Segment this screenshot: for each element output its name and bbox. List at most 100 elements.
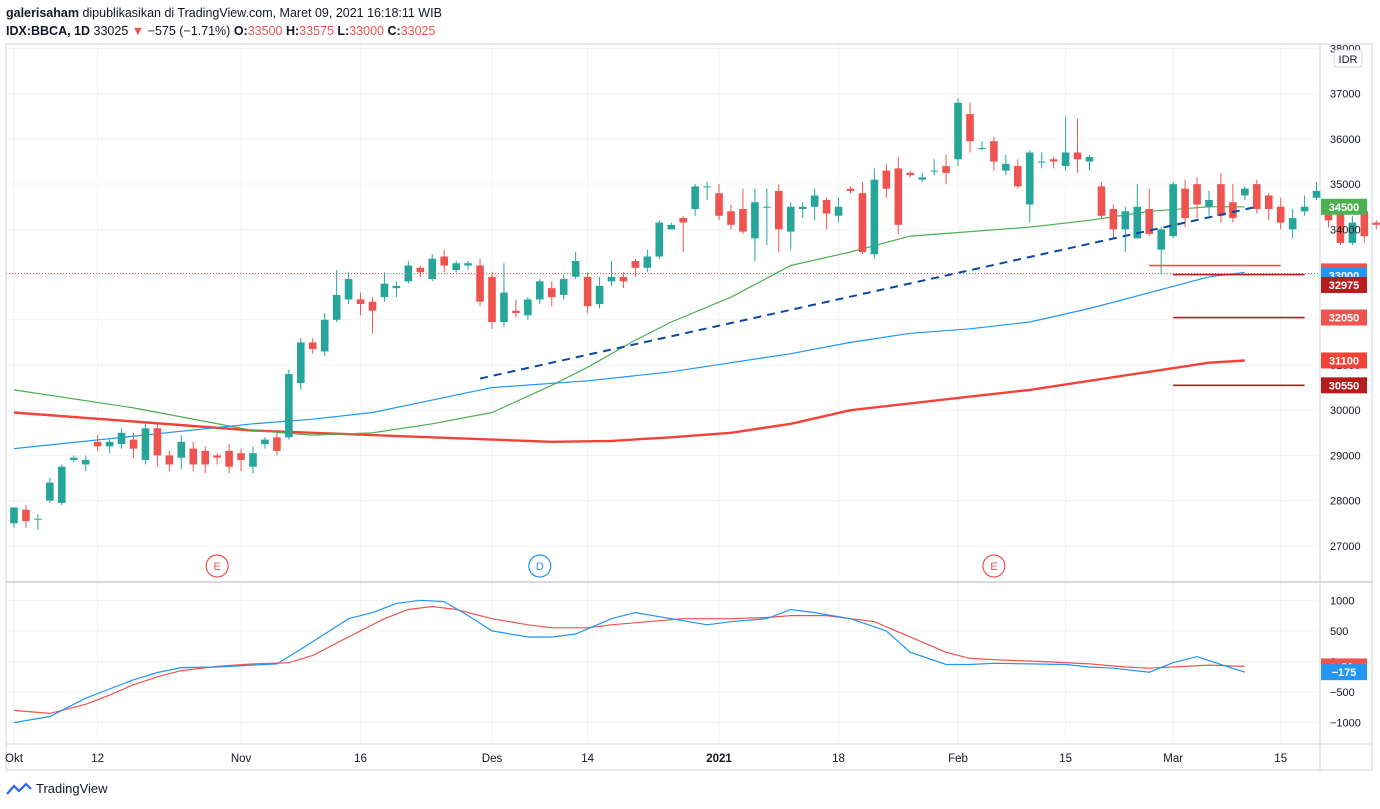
candle <box>1372 220 1380 230</box>
candle <box>1002 154 1010 176</box>
moving-averages <box>13 206 1245 450</box>
candle <box>631 258 640 277</box>
candle <box>1300 195 1309 216</box>
candle <box>34 514 42 531</box>
candle <box>643 249 652 273</box>
open-label: O: <box>233 24 248 38</box>
candle <box>894 157 903 234</box>
candle <box>1193 177 1201 219</box>
publisher-name[interactable]: galerisaham <box>6 6 79 20</box>
event-marker[interactable]: E <box>205 554 229 578</box>
candle <box>524 297 532 320</box>
candle <box>1097 181 1106 219</box>
candle <box>619 272 628 289</box>
time-tick-label: 16 <box>354 753 367 765</box>
candle <box>536 279 544 304</box>
candle <box>404 261 413 284</box>
time-tick-label: 15 <box>1059 753 1072 765</box>
candle <box>344 272 353 304</box>
trend-line <box>479 205 1258 380</box>
candle <box>882 163 891 198</box>
high-value: 33575 <box>299 24 334 38</box>
tradingview-logo-icon <box>6 781 32 795</box>
event-marker[interactable]: D <box>528 554 552 578</box>
event-marker[interactable]: E <box>982 554 1006 578</box>
candle <box>1169 181 1177 239</box>
candle <box>703 181 711 200</box>
candle <box>1241 186 1249 200</box>
price-label: 30550 <box>1321 377 1367 394</box>
currency-badge[interactable]: IDR <box>1333 49 1363 68</box>
symbol-label[interactable]: IDX:BBCA, 1D <box>6 24 91 38</box>
candle <box>356 292 365 316</box>
candle <box>763 188 771 246</box>
candle <box>930 159 938 176</box>
time-tick-label: 2021 <box>706 753 732 765</box>
candle <box>1288 209 1297 239</box>
candle <box>595 276 604 309</box>
candle <box>858 181 867 255</box>
close-label: C: <box>387 24 401 38</box>
candle <box>81 455 90 472</box>
candle <box>1133 184 1142 239</box>
chart-header: galerisaham dipublikasikan di TradingVie… <box>6 4 442 40</box>
candle <box>201 446 209 474</box>
candle <box>583 272 592 313</box>
candle <box>1049 157 1058 169</box>
candle <box>58 464 66 506</box>
candle <box>1014 159 1022 189</box>
candle <box>117 428 126 449</box>
candle <box>46 478 54 503</box>
candle <box>177 435 186 469</box>
event-marker-label: E <box>990 561 997 573</box>
time-tick-label: 15 <box>1274 753 1287 765</box>
macd-tick-label: −1000 <box>1330 718 1361 730</box>
candle <box>320 313 329 356</box>
time-tick-label: Feb <box>948 753 968 765</box>
candle <box>22 505 30 528</box>
price-label-text: 31100 <box>1329 355 1359 367</box>
candle <box>739 188 747 234</box>
candle <box>452 261 460 273</box>
candle <box>237 448 245 472</box>
candle <box>1276 197 1285 230</box>
candle <box>786 202 795 250</box>
grid <box>6 44 1320 744</box>
price-tick-label: 34000 <box>1330 224 1361 236</box>
price-label: 34500 <box>1321 198 1367 215</box>
time-tick-label: Okt <box>5 753 24 765</box>
candle <box>966 102 974 153</box>
candle <box>129 432 138 458</box>
candle <box>428 254 437 282</box>
candle <box>380 272 389 302</box>
price-label-text: 34500 <box>1329 202 1360 214</box>
time-tick-label: Des <box>482 753 503 765</box>
candle <box>810 188 819 221</box>
candle <box>249 446 257 474</box>
event-marker-label: D <box>536 561 544 573</box>
time-tick-label: 18 <box>832 753 845 765</box>
footer[interactable]: TradingView <box>6 781 108 796</box>
candle <box>954 98 962 167</box>
ma-green-line <box>13 206 1245 436</box>
time-tick-label: 14 <box>581 753 594 765</box>
macd-pane <box>13 599 1245 724</box>
low-value: 33000 <box>349 24 384 38</box>
candle <box>559 274 568 300</box>
candle <box>727 204 735 230</box>
price-label: 32975 <box>1321 276 1367 293</box>
ma-red-line <box>13 359 1245 444</box>
candle <box>213 453 221 465</box>
candle <box>1145 188 1154 237</box>
candle <box>1205 190 1213 216</box>
ma-blue-line <box>13 271 1245 450</box>
candle <box>141 423 150 465</box>
candle <box>500 263 508 327</box>
price-tick-label: 36000 <box>1330 134 1361 146</box>
last-price: 33025 <box>93 24 129 38</box>
candle <box>285 369 293 440</box>
macd-line <box>13 599 1245 724</box>
published-text: dipublikasikan di TradingView.com, Maret… <box>82 6 442 20</box>
tradingview-brand: TradingView <box>36 781 108 796</box>
